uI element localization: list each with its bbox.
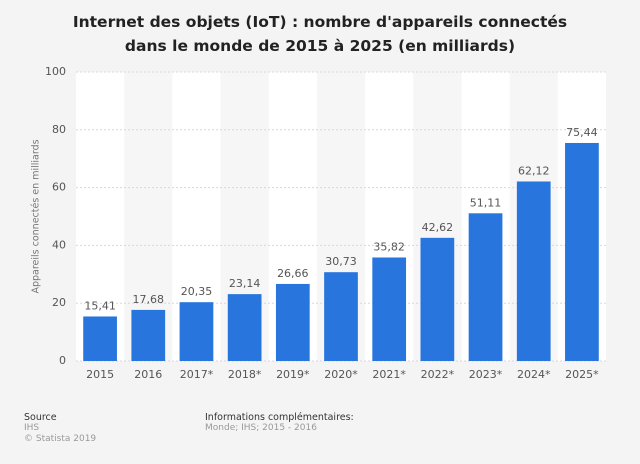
y-tick-label: 60 [52, 181, 66, 194]
x-tick-label: 2021* [372, 368, 406, 381]
value-label: 42,62 [422, 221, 454, 234]
x-tick-label: 2019* [276, 368, 310, 381]
value-label: 35,82 [373, 240, 405, 253]
value-label: 26,66 [277, 267, 309, 280]
bar [372, 257, 407, 361]
info: Monde; IHS; 2015 - 2016 [205, 423, 317, 433]
value-label: 51,11 [470, 196, 502, 209]
bar [420, 237, 455, 361]
bar [227, 294, 262, 361]
bar [516, 181, 551, 361]
bar [468, 213, 503, 361]
value-label: 62,12 [518, 164, 550, 177]
y-axis-label: Appareils connectés en milliards [31, 139, 42, 293]
copyright: © Statista 2019 [24, 434, 97, 444]
bar [275, 283, 310, 361]
info-heading: Informations complémentaires: [205, 412, 354, 423]
value-label: 17,68 [133, 293, 165, 306]
bar [83, 316, 117, 361]
bar [131, 309, 166, 361]
x-tick-label: 2025* [565, 368, 599, 381]
y-tick-label: 20 [52, 296, 66, 309]
y-tick-label: 100 [45, 65, 66, 78]
value-label: 23,14 [229, 277, 261, 290]
x-tick-label: 2016 [134, 368, 162, 381]
y-tick-label: 40 [52, 238, 66, 251]
info-block: Informations complémentaires: Monde; IHS… [205, 412, 354, 434]
x-tick-label: 2017* [180, 368, 214, 381]
x-tick-label: 2018* [228, 368, 262, 381]
x-tick-label: 2022* [421, 368, 455, 381]
source-block: Source IHS © Statista 2019 [24, 412, 96, 445]
value-label: 20,35 [181, 285, 213, 298]
y-tick-label: 0 [59, 354, 66, 367]
chart-title: Internet des objets (IoT) : nombre d'app… [72, 13, 568, 55]
value-label: 30,73 [325, 255, 357, 268]
source: IHS [24, 423, 40, 433]
value-label: 15,41 [84, 299, 116, 312]
x-tick-label: 2015 [86, 368, 114, 381]
x-tick-label: 2024* [517, 368, 551, 381]
x-tick-label: 2020* [324, 368, 358, 381]
bar [179, 302, 214, 361]
value-label: 75,44 [566, 126, 598, 139]
x-tick-label: 2023* [469, 368, 503, 381]
y-tick-label: 80 [52, 123, 66, 136]
source-heading: Source [24, 412, 57, 423]
bar [324, 272, 358, 361]
bar [565, 142, 599, 361]
